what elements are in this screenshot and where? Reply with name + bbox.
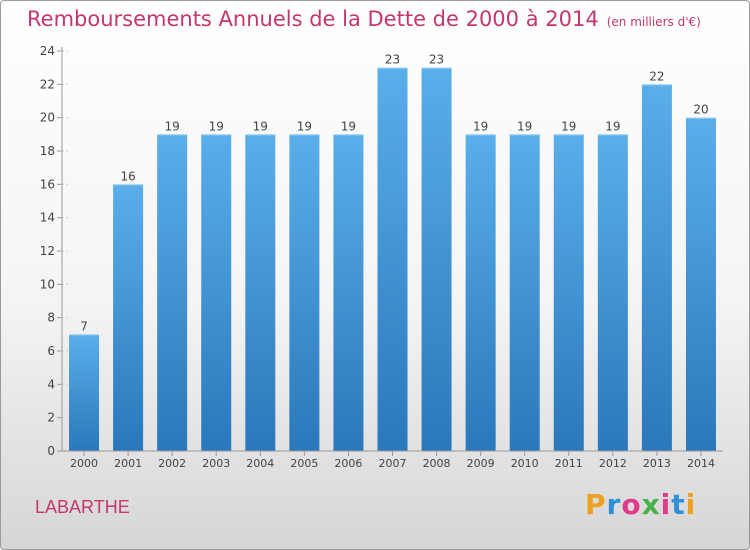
y-tick-label: 12: [40, 244, 55, 258]
bar-value-label: 20: [693, 103, 708, 117]
y-tick-label: 6: [47, 344, 55, 358]
bar-value-label: 19: [253, 119, 268, 133]
logo-letter: o: [621, 488, 642, 521]
bar-2013: [641, 84, 672, 451]
logo-letter: x: [641, 488, 661, 521]
bar-2004: [245, 134, 276, 452]
bar-value-label: 19: [517, 119, 532, 133]
y-tick-label: 8: [47, 311, 55, 325]
logo-letter: i: [685, 488, 697, 521]
x-tick-label: 2002: [158, 457, 186, 470]
bar-2000: [69, 334, 100, 451]
x-tick-label: 2001: [114, 457, 142, 470]
logo-letter: r: [606, 488, 622, 521]
bar-2011: [553, 134, 584, 452]
x-tick-label: 2009: [467, 457, 495, 470]
bar-value-label: 19: [165, 119, 180, 133]
bar-value-label: 19: [341, 119, 356, 133]
x-tick-label: 2010: [511, 457, 539, 470]
y-tick-label: 18: [40, 144, 55, 158]
bar-2003: [201, 134, 232, 452]
bar-2001: [113, 184, 144, 452]
chart-unit: (en milliers d'€): [606, 15, 701, 29]
chart-title: Remboursements Annuels de la Dette de 20…: [27, 7, 599, 31]
y-tick-label: 10: [40, 277, 55, 291]
y-tick-label: 16: [40, 177, 55, 191]
x-tick-label: 2000: [70, 457, 98, 470]
bar-2012: [597, 134, 628, 452]
x-tick-label: 2006: [334, 457, 362, 470]
bar-value-label: 7: [80, 319, 88, 333]
x-tick-label: 2004: [246, 457, 274, 470]
bar-value-label: 23: [385, 53, 400, 67]
x-tick-label: 2014: [687, 457, 715, 470]
x-tick-label: 2008: [423, 457, 451, 470]
x-tick-label: 2013: [643, 457, 671, 470]
bar-2014: [685, 117, 716, 452]
bar-value-label: 19: [605, 119, 620, 133]
bar-2009: [465, 134, 496, 452]
y-tick-label: 4: [47, 377, 55, 391]
logo-letter: t: [671, 488, 686, 521]
bar-value-label: 19: [473, 119, 488, 133]
x-tick-label: 2003: [202, 457, 230, 470]
bar-value-label: 22: [649, 69, 664, 83]
bars-layer: 7 16 19 19 19 19 19 23 23 19 19 19 19 22 20: [69, 53, 716, 452]
y-tick-label: 24: [40, 44, 55, 58]
x-tick-label: 2012: [599, 457, 627, 470]
bar-2002: [157, 134, 188, 452]
y-tick-label: 0: [47, 444, 55, 458]
x-tick-label: 2007: [379, 457, 407, 470]
y-tick-label: 20: [40, 111, 55, 125]
bar-2008: [421, 67, 452, 452]
y-tick-label: 14: [40, 211, 55, 225]
x-tick-label: 2005: [290, 457, 318, 470]
bar-2006: [333, 134, 364, 452]
y-tick-label: 22: [40, 77, 55, 91]
grid-layer: [62, 50, 70, 452]
bar-value-label: 23: [429, 53, 444, 67]
commune-name: LABARTHE: [35, 497, 130, 517]
bar-value-label: 19: [297, 119, 312, 133]
bar-value-label: 16: [120, 169, 135, 183]
title-row: Remboursements Annuels de la Dette de 20…: [27, 7, 701, 31]
x-tick-label: 2011: [555, 457, 583, 470]
bar-value-label: 19: [209, 119, 224, 133]
logo-letter: P: [585, 488, 607, 521]
bar-2010: [509, 134, 540, 452]
logo-letter: i: [660, 488, 672, 521]
bar-2005: [289, 134, 320, 452]
bar-2007: [377, 67, 408, 452]
bar-value-label: 19: [561, 119, 576, 133]
proxiti-logo[interactable]: Proxiti: [585, 488, 696, 521]
y-tick-label: 2: [47, 411, 55, 425]
